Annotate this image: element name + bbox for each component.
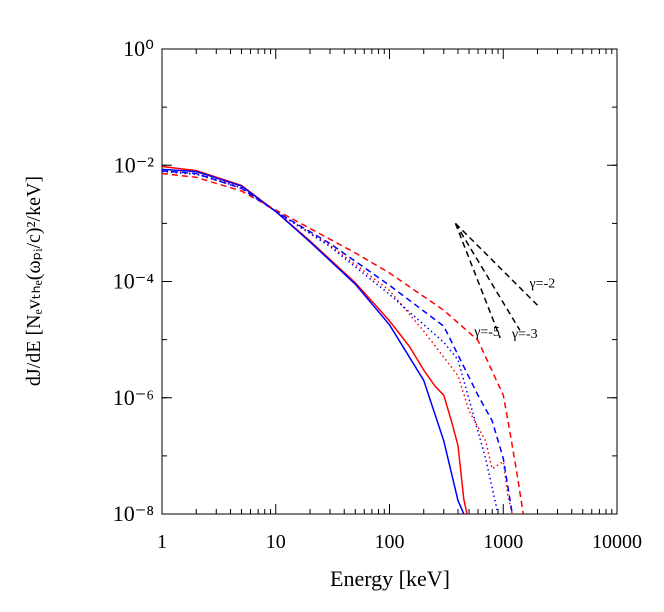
series-line (162, 170, 514, 514)
x-tick-label: 100 (375, 531, 405, 553)
x-tick-label: 10 (266, 531, 286, 553)
y-tick-label: 10⁻⁴ (113, 269, 155, 294)
x-tick-label: 1 (157, 531, 167, 553)
reference-label: γ=-5 (473, 325, 500, 340)
reference-label: γ=-2 (528, 276, 555, 291)
y-tick-label: 10⁻⁸ (113, 501, 154, 526)
y-tick-label: 10⁰ (123, 36, 154, 61)
reference-line (454, 222, 521, 331)
reference-label: γ=-3 (511, 327, 538, 342)
series-line (162, 170, 499, 514)
y-tick-label: 10⁻⁶ (113, 385, 154, 410)
y-tick-label: 10⁻² (114, 152, 155, 177)
x-tick-label: 10000 (592, 531, 642, 553)
reference-line (454, 223, 501, 339)
series-line (162, 172, 525, 514)
x-axis-label: Energy [keV] (330, 566, 450, 591)
y-axis-label: dJ/dE [Nₑvₜₕₑ(ωₚᵢ/c)²/keV] (23, 176, 45, 386)
plot-lines (162, 165, 539, 514)
series-line (162, 168, 465, 514)
x-tick-label: 1000 (483, 531, 523, 553)
series-line (162, 165, 468, 514)
reference-line (454, 222, 539, 306)
